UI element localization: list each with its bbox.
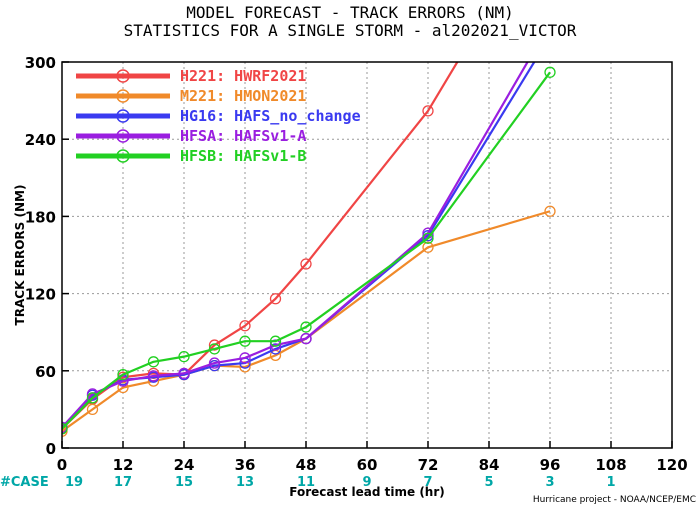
case-count: 11 [297,475,315,490]
credit-text: Hurricane project - NOAA/NCEP/EMC [533,495,696,505]
data-point [269,343,282,355]
x-tick-label: 84 [479,456,500,474]
legend-marker [116,109,130,123]
case-count: 3 [545,475,554,490]
x-tick-label: 120 [656,456,687,474]
legend-label: M221: HMON2021 [180,87,306,105]
case-count: 13 [236,475,254,490]
case-count: 19 [65,475,83,490]
data-point [422,105,434,117]
grid [61,61,673,449]
case-count: 5 [484,475,493,490]
data-point [422,241,434,253]
data-point [239,335,251,347]
x-tick-label: 60 [357,456,378,474]
legend: H221: HWRF2021 M221: HMON2021 HG16: HAFS_n… [76,67,361,165]
case-count: 9 [362,475,371,490]
case-count: 17 [114,475,132,490]
legend-marker [116,89,130,103]
legend-label: HFSA: HAFSv1-A [180,127,306,145]
legend-marker [116,69,130,83]
y-tick-label: 300 [25,54,56,72]
data-point [208,357,221,369]
data-point [422,232,434,244]
x-tick-label: 24 [174,456,195,474]
x-tick-label: 48 [296,456,317,474]
case-count: 1 [606,475,615,490]
x-tick-label: 12 [113,456,134,474]
y-axis-label: TRACK ERRORS (NM) [13,185,27,326]
plot-frame [61,61,673,449]
data-point [544,66,556,78]
legend-marker [116,149,130,163]
x-tick-label: 72 [418,456,439,474]
data-point [117,369,129,381]
data-point [147,370,160,382]
legend-label: HFSB: HAFSv1-B [180,147,306,165]
y-tick-label: 180 [25,208,56,226]
series-line [62,62,529,429]
data-point [239,352,251,364]
chart-title: MODEL FORECAST - TRACK ERRORS (NM) [186,3,514,22]
data-point [544,205,556,217]
series-line [62,71,551,430]
y-tick-label: 0 [46,440,56,458]
data-point [117,381,129,394]
data-point [300,258,312,270]
x-tick-label: 0 [57,456,67,474]
data-point [300,332,312,345]
x-tick-label: 96 [540,456,561,474]
x-tick-label: 36 [235,456,256,474]
data-point [147,356,160,368]
data-point [208,343,221,355]
data-point [86,392,99,404]
data-point [178,367,190,380]
data-point [239,320,251,332]
legend-label: HG16: HAFS_no_change [180,107,361,125]
data-point [178,350,190,363]
case-count: 15 [175,475,193,490]
data-point [269,293,282,305]
data-point [62,423,68,435]
case-row-label: #CASE [0,475,49,490]
series-line [62,62,459,430]
x-tick-label: 108 [595,456,626,474]
case-count: 7 [423,475,432,490]
data-point [300,321,312,333]
x-axis-label: Forecast lead time (hr) [289,485,445,499]
y-tick-label: 60 [35,363,56,381]
y-tick-label: 120 [25,286,56,304]
data-point [117,375,129,387]
data-point [208,339,221,351]
chart-subtitle: STATISTICS FOR A SINGLE STORM - al202021… [124,21,577,40]
data-point [86,403,99,416]
y-tick-label: 240 [25,131,56,149]
legend-marker [116,129,130,143]
legend-label: H221: HWRF2021 [180,67,306,85]
data-point [269,335,282,347]
